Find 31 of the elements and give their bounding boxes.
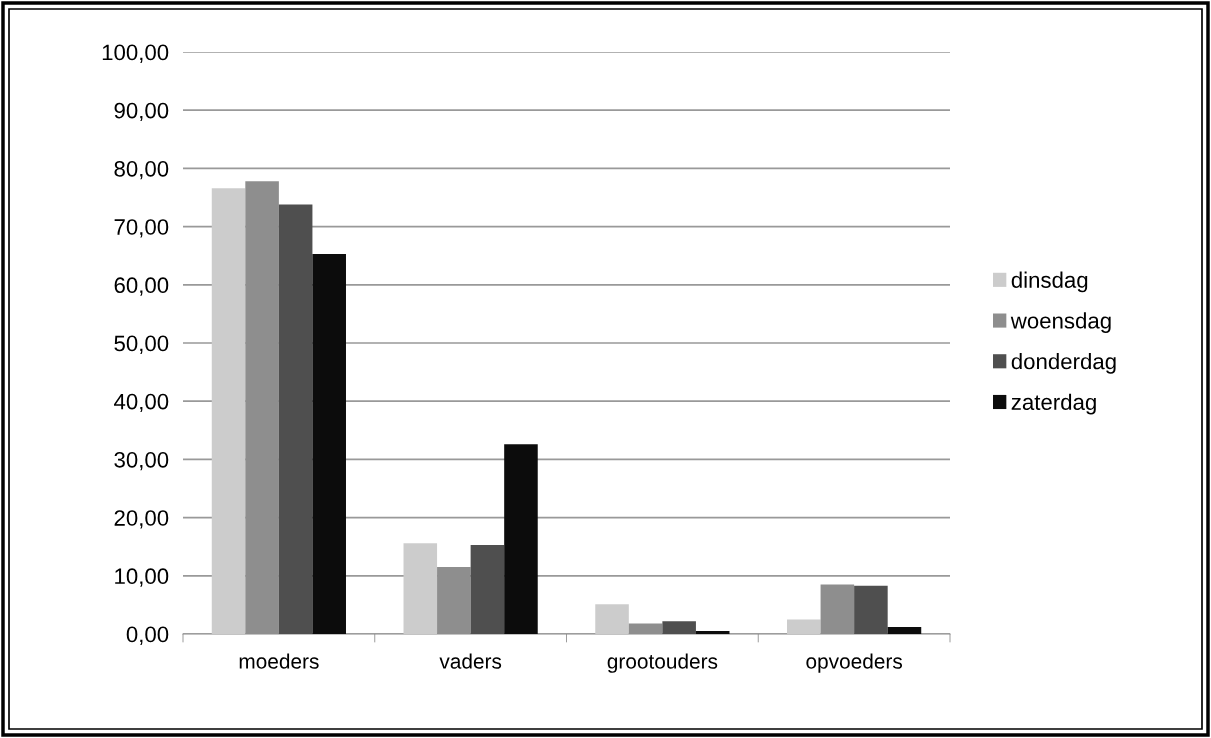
y-tick-label: 90,00 — [114, 102, 169, 122]
y-tick-label: 20,00 — [114, 510, 169, 529]
y-tick-label: 100,00 — [102, 44, 169, 63]
bar — [595, 604, 629, 634]
y-tick-label: 30,00 — [114, 451, 169, 471]
y-tick-label: 80,00 — [114, 160, 169, 180]
x-tick-label: grootouders — [607, 653, 718, 673]
bar — [854, 585, 888, 634]
legend-label: dinsdag — [1011, 271, 1088, 293]
bar — [695, 631, 730, 634]
bar — [278, 204, 313, 634]
y-tick-label: 60,00 — [114, 277, 169, 296]
bar — [887, 627, 922, 634]
y-tick-label: 40,00 — [114, 393, 169, 413]
bar — [787, 619, 821, 634]
legend-label: zaterdag — [1011, 393, 1096, 415]
bar — [662, 621, 696, 634]
x-tick-label: vaders — [439, 653, 502, 669]
bar — [470, 544, 505, 634]
legend-label: donderdag — [1011, 353, 1116, 374]
bar — [312, 253, 346, 634]
legend-label: woensdag — [1010, 312, 1111, 333]
x-tick-label: moeders — [239, 653, 319, 669]
y-tick-label: 0,00 — [126, 626, 169, 645]
y-tick-label: 50,00 — [114, 335, 169, 354]
bar — [211, 188, 246, 634]
y-tick-label: 70,00 — [114, 219, 169, 238]
bar — [504, 444, 538, 634]
bar — [403, 543, 438, 634]
y-tick-label: 10,00 — [115, 568, 169, 587]
x-tick-label: opvoeders — [806, 653, 903, 673]
